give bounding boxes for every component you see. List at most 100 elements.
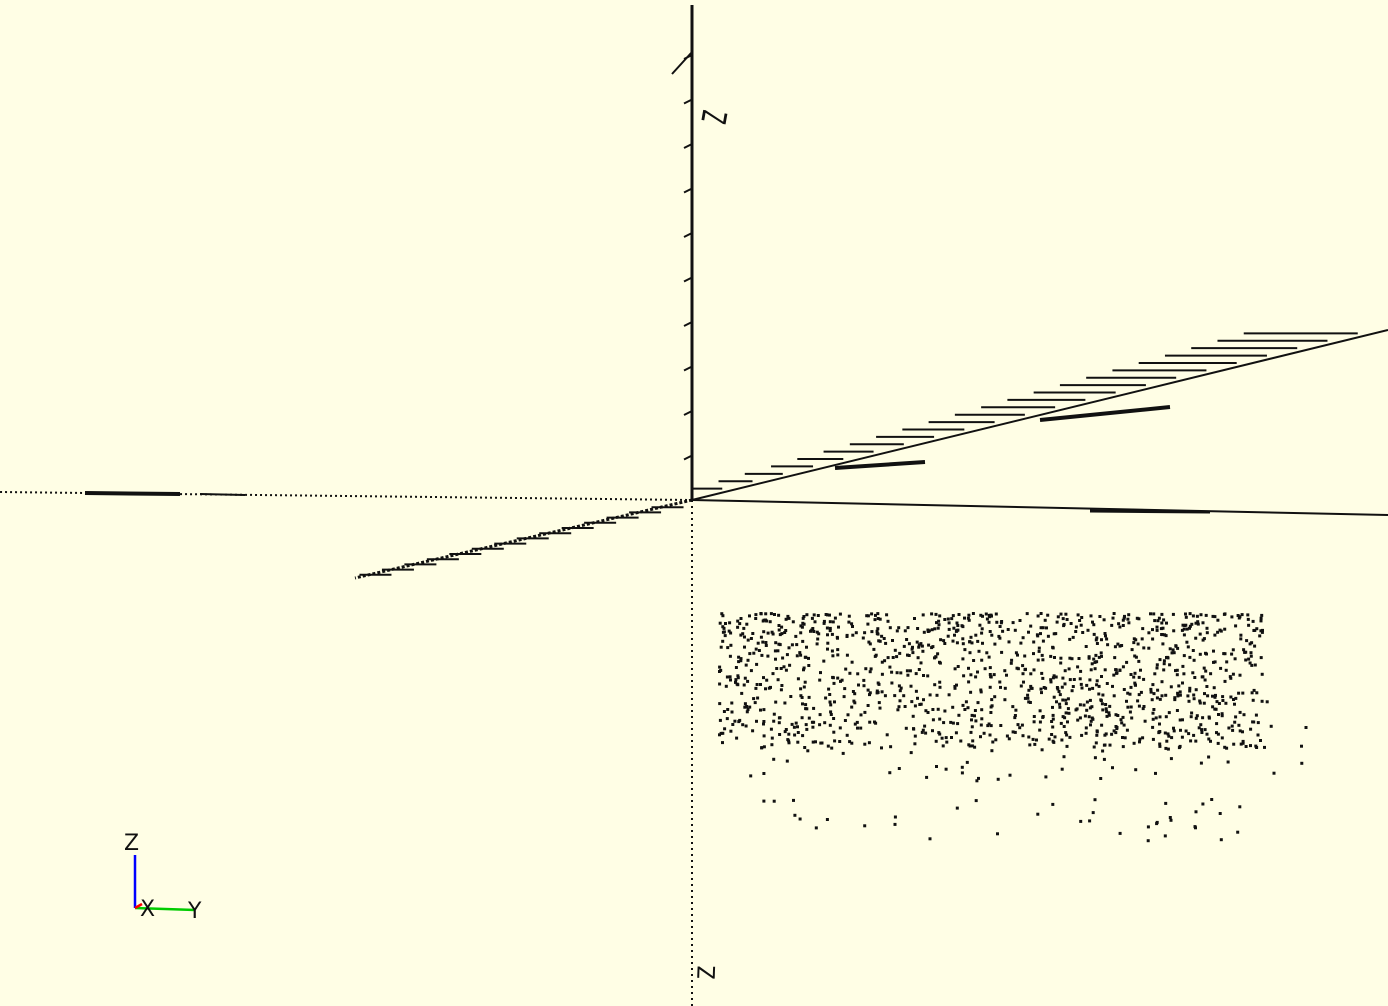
point bbox=[963, 708, 967, 711]
point bbox=[913, 734, 917, 738]
z-axis-bottom-label: Z bbox=[693, 965, 721, 980]
point bbox=[1158, 742, 1162, 746]
point bbox=[746, 679, 750, 683]
point bbox=[718, 665, 722, 669]
point bbox=[1089, 719, 1093, 723]
point bbox=[922, 698, 925, 702]
point bbox=[809, 629, 812, 633]
point bbox=[862, 678, 866, 682]
point bbox=[798, 651, 802, 655]
point bbox=[1194, 621, 1198, 625]
point bbox=[1037, 646, 1041, 650]
point bbox=[913, 742, 917, 746]
point bbox=[876, 627, 880, 631]
point bbox=[1181, 623, 1185, 627]
point bbox=[746, 658, 750, 662]
z-axis-tick bbox=[683, 143, 693, 149]
point bbox=[947, 621, 951, 625]
point bbox=[961, 637, 965, 641]
point bbox=[1151, 683, 1155, 687]
point-cloud-object[interactable] bbox=[718, 612, 1308, 843]
point bbox=[1027, 700, 1031, 704]
point bbox=[807, 664, 811, 667]
point bbox=[1031, 737, 1035, 741]
point bbox=[739, 617, 743, 620]
point bbox=[1056, 687, 1060, 691]
point bbox=[1065, 733, 1069, 737]
point bbox=[779, 688, 783, 692]
point bbox=[907, 642, 911, 646]
point bbox=[1107, 711, 1111, 715]
point bbox=[1010, 658, 1014, 662]
point bbox=[1152, 692, 1156, 696]
x-axis-positive bbox=[691, 329, 1388, 501]
point bbox=[792, 798, 795, 802]
point bbox=[1095, 660, 1099, 664]
point bbox=[877, 682, 881, 686]
point bbox=[955, 641, 959, 645]
point bbox=[866, 622, 870, 626]
point bbox=[734, 678, 738, 682]
point bbox=[1199, 761, 1203, 765]
point bbox=[805, 645, 808, 649]
point bbox=[1140, 637, 1144, 641]
point bbox=[875, 689, 879, 693]
point bbox=[1000, 620, 1004, 623]
z-axis-tick bbox=[683, 321, 693, 327]
point bbox=[764, 618, 767, 622]
point bbox=[1062, 725, 1066, 728]
point bbox=[1142, 705, 1146, 708]
point bbox=[721, 614, 725, 618]
point bbox=[1248, 642, 1252, 646]
point bbox=[870, 630, 874, 634]
point bbox=[886, 619, 890, 623]
point bbox=[823, 721, 827, 725]
point bbox=[801, 702, 804, 706]
point bbox=[722, 630, 726, 634]
point bbox=[1172, 729, 1176, 733]
point bbox=[790, 722, 794, 726]
point bbox=[960, 624, 964, 628]
point bbox=[837, 625, 840, 629]
point bbox=[1005, 673, 1008, 677]
point bbox=[863, 710, 867, 714]
point bbox=[796, 731, 800, 734]
point bbox=[737, 720, 741, 724]
point bbox=[1258, 634, 1262, 638]
point bbox=[805, 613, 809, 617]
point bbox=[1035, 738, 1038, 742]
point bbox=[1213, 633, 1217, 637]
point bbox=[893, 694, 897, 698]
point bbox=[955, 806, 959, 810]
point bbox=[1054, 632, 1058, 636]
point bbox=[1213, 695, 1217, 699]
point bbox=[780, 625, 784, 629]
point bbox=[1103, 743, 1107, 747]
point bbox=[770, 630, 774, 634]
point bbox=[1085, 708, 1089, 712]
point bbox=[1253, 663, 1257, 667]
point bbox=[1176, 691, 1180, 695]
point bbox=[1121, 665, 1125, 669]
point bbox=[1242, 648, 1246, 652]
point bbox=[1044, 686, 1048, 690]
point bbox=[1032, 652, 1035, 656]
point bbox=[1093, 756, 1097, 760]
point bbox=[967, 743, 971, 747]
point bbox=[1168, 816, 1172, 819]
point bbox=[868, 691, 872, 695]
point bbox=[830, 746, 834, 750]
point bbox=[1068, 637, 1072, 641]
point bbox=[1068, 656, 1072, 660]
point bbox=[841, 751, 845, 755]
point bbox=[729, 643, 733, 647]
point bbox=[956, 624, 960, 627]
point bbox=[1078, 619, 1082, 622]
point bbox=[1173, 696, 1177, 700]
point bbox=[1033, 742, 1037, 746]
point bbox=[1232, 698, 1235, 701]
point bbox=[802, 615, 806, 618]
point bbox=[1089, 668, 1093, 672]
